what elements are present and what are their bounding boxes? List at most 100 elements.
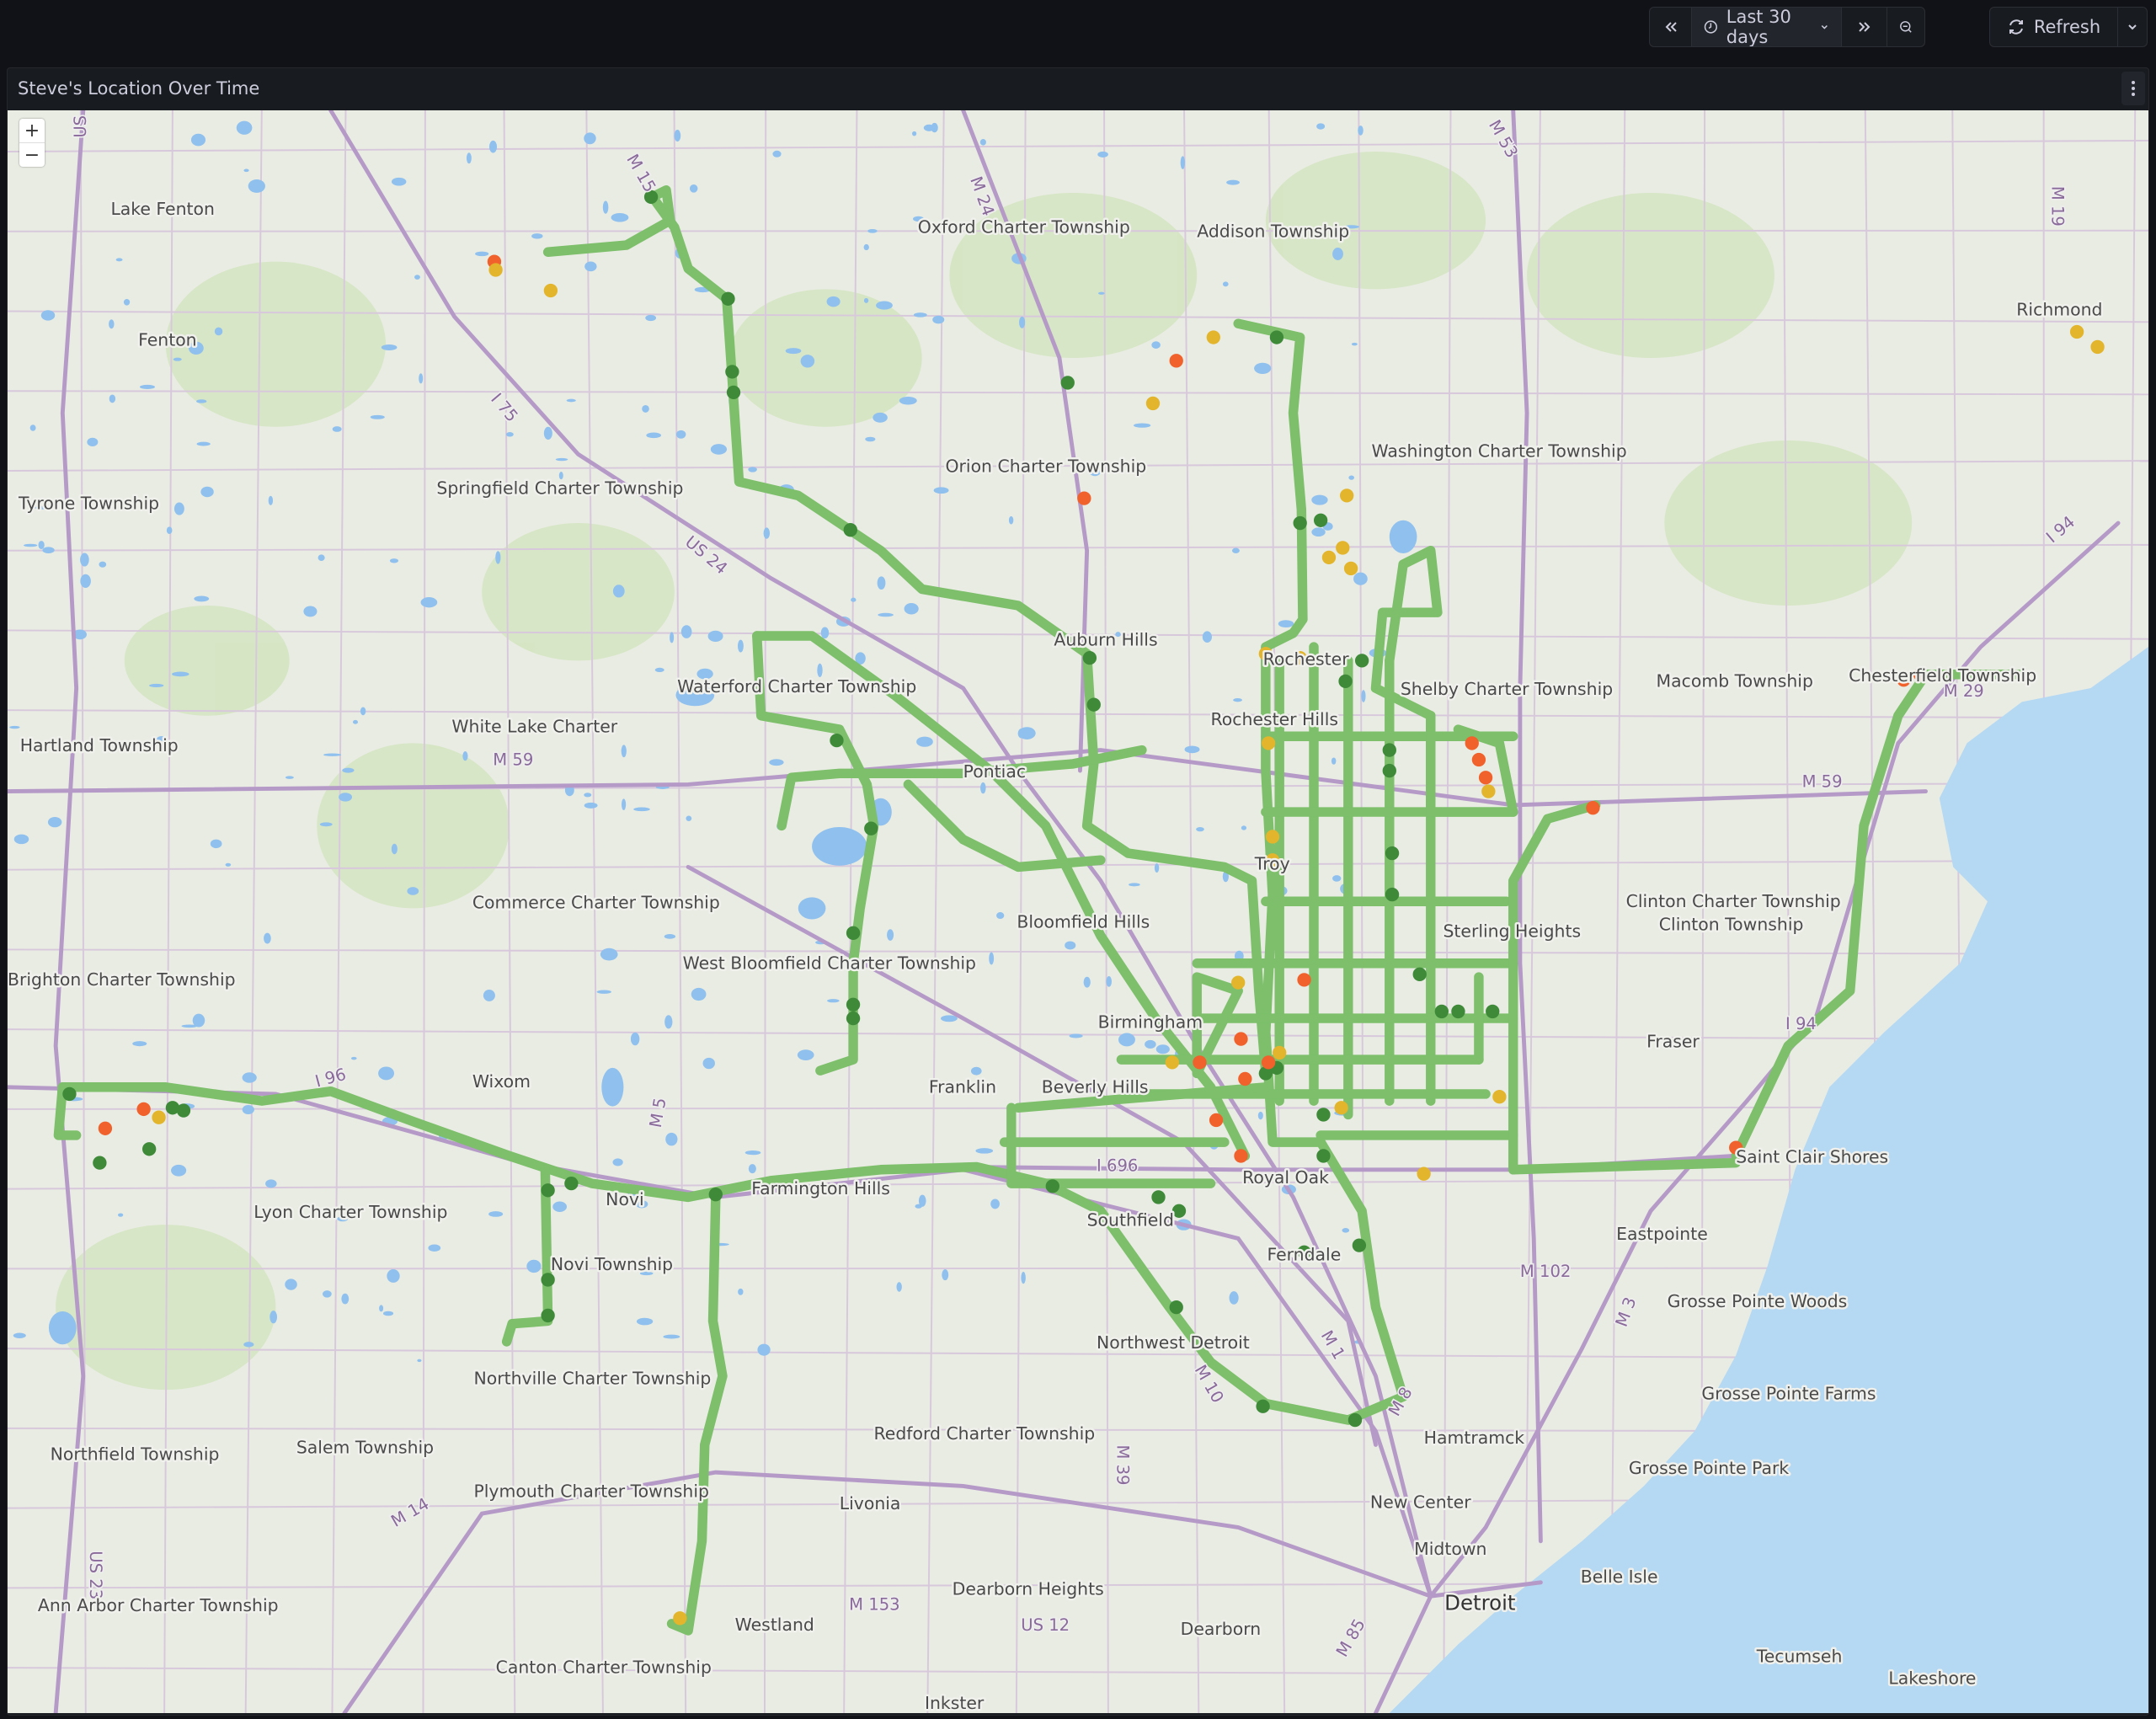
lake <box>552 1201 568 1213</box>
track-point-alert <box>1077 491 1091 505</box>
panel-menu-button[interactable] <box>2121 72 2145 105</box>
lake <box>318 554 325 561</box>
panel-title: Steve's Location Over Time <box>18 78 260 99</box>
lake <box>236 120 253 135</box>
track-point-warning <box>543 283 558 298</box>
lake <box>600 948 618 961</box>
lake <box>337 1215 349 1222</box>
lake <box>495 551 501 564</box>
place-label: Springfield Charter Township <box>436 478 683 499</box>
lake <box>196 399 207 403</box>
track-point-dark <box>1293 515 1307 531</box>
track-point-dark <box>141 1142 157 1156</box>
place-label: Bloomfield Hills <box>1017 911 1150 932</box>
lake <box>942 1269 949 1281</box>
track-point-dark <box>1258 1066 1273 1081</box>
place-label: Auburn Hills <box>1054 629 1157 649</box>
track-point-dark <box>1151 1190 1166 1204</box>
lake <box>1351 342 1358 346</box>
lake <box>488 140 498 153</box>
map-zoom-out-button[interactable]: − <box>24 144 40 166</box>
lake <box>689 184 698 193</box>
lake <box>1353 572 1368 585</box>
place-label: Fenton <box>138 329 197 350</box>
track-point-dark <box>1434 1004 1449 1019</box>
track-point-dark <box>1412 967 1427 981</box>
lake <box>475 251 489 257</box>
track-point-dark <box>846 926 861 940</box>
lake <box>1233 697 1242 702</box>
shift-time-back-button[interactable] <box>1650 8 1692 46</box>
lake <box>932 315 945 324</box>
lake <box>350 1056 357 1060</box>
road-line <box>1609 110 1626 1713</box>
track-point-warning <box>2069 324 2084 339</box>
track-segment <box>53 1082 82 1140</box>
lake <box>210 839 222 849</box>
time-range-picker[interactable]: Last 30 days <box>1692 8 1842 46</box>
lake <box>1008 515 1014 525</box>
track-point-dark <box>830 733 844 748</box>
zoom-out-icon <box>1900 21 1912 33</box>
track-point-dark <box>721 291 735 306</box>
road-line <box>1015 110 1027 1713</box>
lake <box>391 177 407 186</box>
lake <box>990 1198 1000 1209</box>
lake <box>584 261 597 272</box>
refresh-label: Refresh <box>2033 17 2101 37</box>
lake <box>904 603 919 615</box>
lake <box>851 597 857 602</box>
lake <box>642 405 649 413</box>
lake <box>1154 862 1160 873</box>
track-point-dark <box>1385 846 1400 861</box>
map-zoom-in-button[interactable]: + <box>19 119 45 143</box>
chevrons-left-icon <box>1665 22 1677 32</box>
lake <box>748 1164 756 1174</box>
lake <box>1332 248 1343 260</box>
lake <box>797 1049 814 1060</box>
lake <box>420 597 438 608</box>
lake <box>1083 976 1091 988</box>
track-point-dark <box>1269 330 1284 344</box>
track-point-dark <box>176 1103 191 1118</box>
track-point-alert <box>1209 1113 1224 1128</box>
lake <box>80 574 91 588</box>
track-point-dark <box>1316 1108 1331 1122</box>
lake <box>1241 825 1247 830</box>
lake <box>867 228 878 233</box>
place-label: Northville Charter Township <box>473 1369 711 1389</box>
lake <box>360 707 366 716</box>
lake <box>48 1311 77 1345</box>
lake <box>918 1194 926 1207</box>
track-segment <box>1192 972 1243 1079</box>
place-label: Novi Township <box>551 1254 673 1274</box>
lake <box>483 989 495 1001</box>
track-point-warning <box>1265 853 1280 868</box>
lake <box>996 912 1005 920</box>
lake <box>194 595 210 602</box>
lake <box>332 426 342 432</box>
lake <box>172 671 189 677</box>
lake <box>225 862 232 867</box>
track-point-alert <box>1238 1071 1252 1086</box>
refresh-controls: Refresh <box>1989 7 2148 47</box>
lake <box>696 668 713 680</box>
track-point-dark <box>541 1308 555 1323</box>
lake <box>382 1311 394 1316</box>
track-point-dark <box>1338 674 1353 689</box>
lake <box>1278 620 1294 628</box>
refresh-interval-dropdown[interactable] <box>2118 8 2147 46</box>
lake <box>1342 1228 1350 1233</box>
refresh-button[interactable]: Refresh <box>1990 8 2118 46</box>
lake <box>248 179 265 193</box>
lake <box>72 629 87 640</box>
place-label: Sterling Heights <box>1443 921 1581 942</box>
map-zoom-control: + − <box>19 119 45 167</box>
lake <box>417 1359 422 1363</box>
zoom-out-time-button[interactable] <box>1887 8 1924 46</box>
shift-time-forward-button[interactable] <box>1842 8 1887 46</box>
place-label: Commerce Charter Township <box>472 892 720 912</box>
road-line <box>8 543 2148 552</box>
road-line <box>244 110 263 1713</box>
